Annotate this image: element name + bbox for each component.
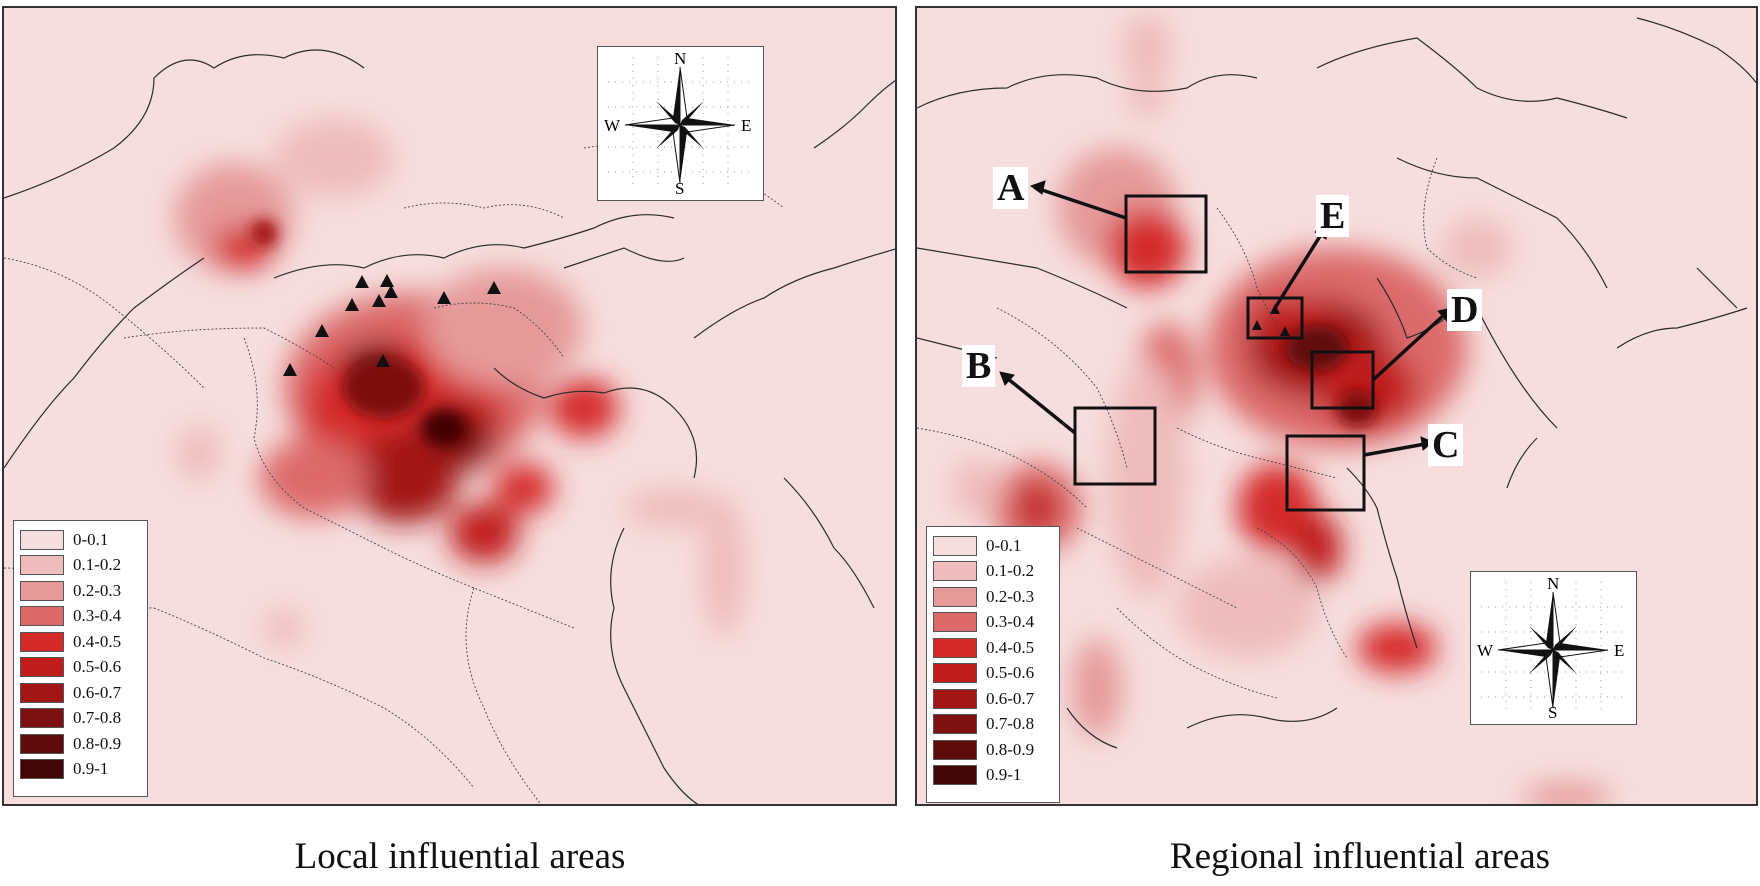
compass-s: S — [1548, 703, 1558, 722]
region-label-d: D — [1447, 289, 1483, 331]
legend-item: 0.7-0.8 — [20, 706, 141, 732]
legend-swatch — [933, 663, 977, 684]
region-label-a: A — [993, 167, 1029, 209]
legend-item: 0.3-0.4 — [20, 604, 141, 630]
local-map-caption: Local influential areas — [294, 836, 626, 877]
legend-swatch — [20, 759, 64, 780]
legend-swatch — [933, 561, 977, 582]
compass-rose-left: N S W E — [597, 46, 764, 201]
legend-swatch — [933, 765, 977, 786]
legend-swatch — [933, 586, 977, 607]
legend-item: 0.1-0.2 — [20, 553, 141, 579]
legend-item: 0.2-0.3 — [933, 584, 1053, 610]
compass-n: N — [674, 49, 687, 68]
legend-swatch — [20, 682, 64, 703]
legend-item: 0.4-0.5 — [20, 629, 141, 655]
compass-e: E — [1614, 641, 1625, 660]
legend-item: 0-0.1 — [20, 527, 141, 553]
monitoring-stations — [283, 274, 501, 376]
legend-swatch — [20, 580, 64, 601]
legend-swatch — [933, 714, 977, 735]
region-label-c: C — [1428, 424, 1464, 466]
legend-left: 0-0.1 0.1-0.2 0.2-0.3 0.3-0.4 0.4-0.5 0.… — [13, 520, 148, 797]
legend-item: 0.3-0.4 — [933, 610, 1053, 636]
compass-w: W — [1477, 641, 1494, 660]
region-box-c — [1285, 434, 1366, 512]
region-box-b — [1073, 406, 1157, 486]
legend-swatch — [933, 739, 977, 760]
legend-item: 0-0.1 — [933, 533, 1053, 559]
legend-swatch — [20, 657, 64, 678]
boundary-lines — [917, 17, 1756, 749]
region-label-e: E — [1316, 195, 1350, 237]
regional-map-panel: A B C D E — [915, 6, 1758, 806]
compass-n: N — [1547, 574, 1560, 593]
legend-swatch — [933, 612, 977, 633]
legend-swatch — [20, 529, 64, 550]
legend-swatch — [20, 708, 64, 729]
legend-item: 0.6-0.7 — [20, 680, 141, 706]
legend-item: 0.5-0.6 — [20, 655, 141, 681]
legend-item: 0.2-0.3 — [20, 578, 141, 604]
legend-swatch — [933, 688, 977, 709]
compass-e: E — [741, 116, 752, 135]
legend-item: 0.4-0.5 — [933, 635, 1053, 661]
legend-swatch — [20, 606, 64, 627]
compass-star-icon — [1497, 591, 1609, 709]
compass-rose-right: N S W E — [1470, 571, 1637, 725]
legend-swatch — [933, 535, 977, 556]
legend-item: 0.9-1 — [20, 757, 141, 783]
regional-map-caption: Regional influential areas — [1169, 836, 1551, 877]
legend-item: 0.7-0.8 — [933, 712, 1053, 738]
legend-item: 0.9-1 — [933, 763, 1053, 789]
regional-map-canvas — [917, 13, 1756, 804]
region-label-b: B — [962, 345, 996, 387]
legend-item: 0.5-0.6 — [933, 661, 1053, 687]
legend-swatch — [933, 637, 977, 658]
legend-item: 0.6-0.7 — [933, 686, 1053, 712]
compass-w: W — [604, 116, 621, 135]
local-map-panel: N S W E 0-0.1 0.1-0.2 0.2-0.3 0.3-0.4 0.… — [2, 6, 897, 806]
legend-swatch — [20, 555, 64, 576]
legend-item: 0.1-0.2 — [933, 559, 1053, 585]
compass-star-icon — [624, 66, 736, 184]
region-box-a — [1124, 194, 1208, 274]
legend-item: 0.8-0.9 — [933, 737, 1053, 763]
legend-right: 0-0.1 0.1-0.2 0.2-0.3 0.3-0.4 0.4-0.5 0.… — [926, 526, 1060, 803]
legend-swatch — [20, 631, 64, 652]
local-map-canvas — [4, 49, 895, 804]
boundary-lines — [4, 49, 895, 804]
legend-swatch — [20, 733, 64, 754]
compass-s: S — [675, 179, 685, 198]
legend-item: 0.8-0.9 — [20, 731, 141, 757]
region-box-e — [1246, 296, 1304, 340]
